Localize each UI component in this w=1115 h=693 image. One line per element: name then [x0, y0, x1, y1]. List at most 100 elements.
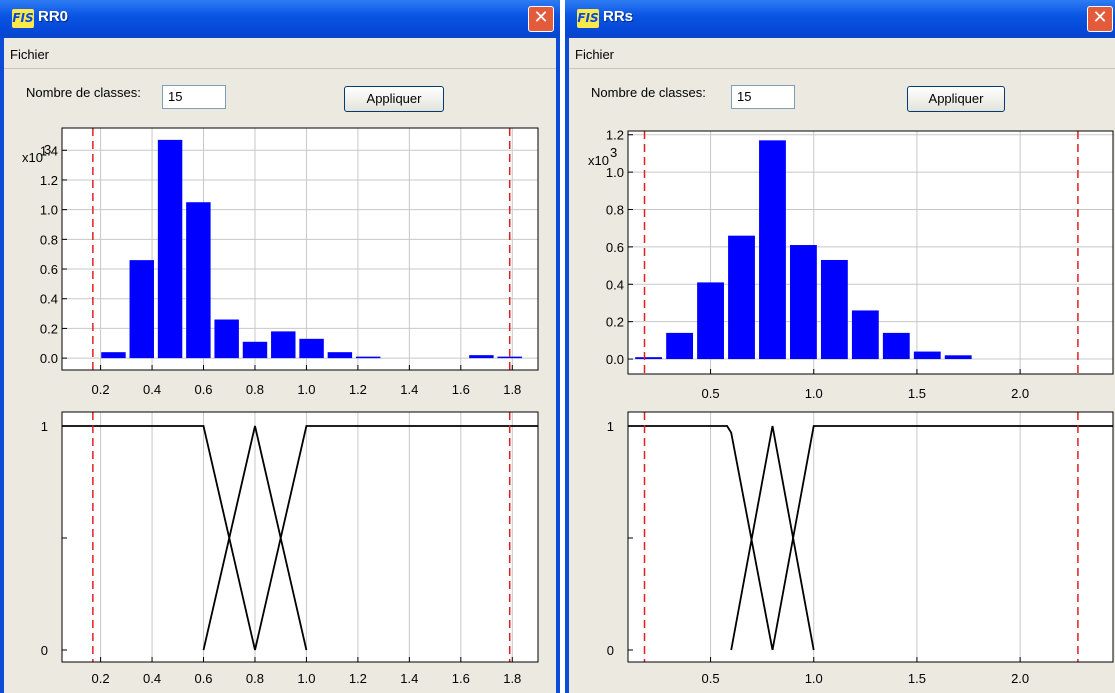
membership-x-tick-label: 1.4 [400, 671, 418, 686]
histogram-x-tick-label: 0.6 [194, 382, 212, 397]
histogram-bar [697, 282, 724, 360]
apply-button[interactable]: Appliquer [907, 86, 1005, 112]
histogram-y-tick-label: 0.6 [40, 262, 58, 277]
membership-function-line [254, 425, 538, 651]
histogram-bar [242, 341, 268, 359]
membership-x-tick-label: 1.6 [452, 671, 470, 686]
apply-button[interactable]: Appliquer [344, 86, 444, 112]
membership-x-tick-label: 1.2 [349, 671, 367, 686]
histogram-bar [851, 310, 879, 360]
histogram-bar [913, 351, 941, 360]
membership-plot-area [627, 411, 1114, 663]
membership-function-line [62, 425, 256, 651]
histogram-x-tick-label: 1.0 [805, 386, 823, 401]
histogram-bar [944, 355, 972, 360]
close-button[interactable]: ✕ [528, 6, 554, 32]
histogram-bar [759, 140, 786, 360]
histogram-scale-exponent: 3 [610, 145, 617, 160]
histogram-bar [666, 332, 694, 360]
membership-y-tick-label: 1 [41, 419, 48, 434]
membership-x-tick-label: 1.0 [805, 671, 823, 686]
membership-frame [627, 411, 1114, 663]
menu-fichier[interactable]: Fichier [575, 47, 615, 62]
histogram-bar [186, 202, 211, 359]
histogram-y-tick-label: 0.4 [40, 292, 58, 307]
membership-y-tick-label: 0 [41, 643, 48, 658]
histogram-y-tick-label: 0.2 [606, 315, 624, 330]
histogram-y-tick-label: 0.4 [606, 277, 624, 292]
membership-x-tick-label: 0.4 [143, 671, 161, 686]
histogram-x-tick-label: 2.0 [1011, 386, 1029, 401]
histogram-bar [820, 259, 848, 360]
histogram-bar [469, 355, 494, 359]
histogram-y-tick-label: 0.8 [40, 232, 58, 247]
membership-function-line [771, 425, 1113, 651]
menu-bar: Fichier [569, 38, 1115, 69]
histogram-bar [101, 352, 126, 359]
histogram-bar [129, 260, 154, 359]
window-rrs: FIS RRs ✕ Fichier Nombre de classes: 15 … [565, 0, 1115, 693]
membership-x-tick-label: 1.8 [503, 671, 521, 686]
histogram-bar [271, 331, 296, 359]
membership-x-tick-label: 1.5 [908, 671, 926, 686]
histogram-y-tick-label: 1.2 [606, 128, 624, 143]
histogram-y-tick-label: 0.6 [606, 240, 624, 255]
classes-input[interactable]: 15 [731, 85, 795, 109]
histogram-bar [299, 338, 324, 359]
membership-x-tick-label: 0.2 [92, 671, 110, 686]
histogram-x-tick-label: 0.8 [246, 382, 264, 397]
menu-fichier[interactable]: Fichier [10, 47, 50, 62]
histogram-x-tick-label: 1.2 [349, 382, 367, 397]
histogram-bar [327, 352, 353, 359]
histogram-y-tick-label: 1.0 [606, 165, 624, 180]
window-title: RRs [603, 8, 634, 25]
histogram-x-tick-label: 0.5 [702, 386, 720, 401]
close-button[interactable]: ✕ [1087, 6, 1113, 32]
histogram-y-tick-label: 0.0 [40, 351, 58, 366]
window-title: RR0 [38, 8, 69, 25]
membership-x-tick-label: 0.6 [194, 671, 212, 686]
histogram-x-tick-label: 1.4 [400, 382, 418, 397]
membership-y-tick-label: 1 [607, 419, 614, 434]
title-bar[interactable]: FIS RR0 ✕ [0, 0, 560, 38]
histogram-y-tick-label: 0.2 [40, 321, 58, 336]
membership-y-tick-label: 0 [607, 643, 614, 658]
classes-label: Nombre de classes: [591, 85, 706, 100]
fis-app-icon: FIS [12, 9, 34, 28]
histogram-bar [214, 319, 239, 359]
histogram-scale-label: x10 [22, 150, 43, 165]
membership-x-tick-label: 2.0 [1011, 671, 1029, 686]
histogram-y-tick-label: 0.8 [606, 203, 624, 218]
fis-app-icon: FIS [577, 9, 599, 28]
histogram-x-tick-label: 1.6 [452, 382, 470, 397]
histogram-bar [728, 235, 755, 360]
charts-rr0: 0.2 0.4 0.6 0.8 1.0 1.2 1.4 1.6 1.8 0.0 0.2 0.4 0.6 0… [22, 127, 539, 686]
classes-label: Nombre de classes: [26, 85, 141, 100]
histogram-y-tick-label: 1.4 [40, 143, 58, 158]
histogram-bar [355, 356, 381, 359]
histogram-scale-label: x10 [588, 153, 609, 168]
histogram-x-tick-label: 1.0 [297, 382, 315, 397]
histogram-y-tick-label: 1.2 [40, 173, 58, 188]
histogram-frame [61, 127, 539, 371]
membership-x-tick-label: 1.0 [297, 671, 315, 686]
membership-function-line [730, 425, 815, 651]
histogram-y-tick-label: 0.0 [606, 352, 624, 367]
membership-x-tick-label: 0.5 [702, 671, 720, 686]
histogram-frame [627, 130, 1114, 375]
histogram-bar [635, 357, 663, 360]
histogram-scale-exponent: 3 [44, 142, 51, 157]
histogram-x-tick-label: 0.2 [92, 382, 110, 397]
classes-input[interactable]: 15 [162, 85, 226, 109]
membership-frame [61, 411, 539, 663]
title-bar[interactable]: FIS RRs ✕ [565, 0, 1115, 38]
histogram-bar [157, 139, 183, 359]
membership-x-tick-label: 0.8 [246, 671, 264, 686]
membership-function-line [202, 425, 308, 651]
histogram-x-tick-label: 0.4 [143, 382, 161, 397]
histogram-bar [882, 332, 910, 360]
histogram-y-tick-label: 1.0 [40, 203, 58, 218]
menu-bar: Fichier [4, 38, 556, 69]
histogram-x-tick-label: 1.8 [503, 382, 521, 397]
